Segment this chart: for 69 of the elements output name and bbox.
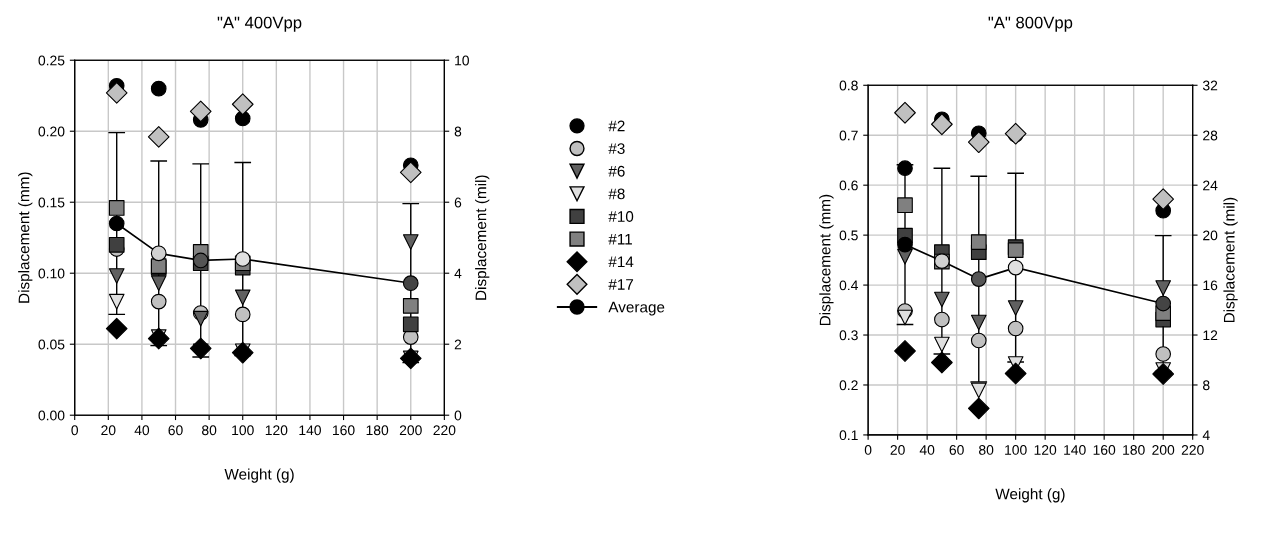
y-tick-label: 0.10 [38,268,65,279]
y2-tick-label: 12 [1203,330,1218,341]
y2-tick-label: 32 [1202,80,1218,91]
x-tick-label: 60 [949,445,964,455]
y2-tick-label: 28 [1203,130,1218,141]
y2-tick-label: 0 [454,410,462,421]
y2-tick-label: 16 [1203,280,1218,291]
y-tick-label: 0.7 [839,130,858,141]
y-tick-label: 0.5 [839,230,858,241]
x-tick-label: 160 [1093,445,1116,455]
x-tick-label: 180 [366,425,389,436]
x-tick-label: 160 [333,425,355,436]
x-tick-label: 0 [71,425,79,436]
y-tick-label: 0.6 [839,180,858,191]
y-tick-label: 0.3 [839,330,858,341]
legend-label: #11 [608,233,632,245]
y2-tick-label: 2 [454,339,462,350]
x-tick-label: 200 [1152,445,1175,455]
y-tick-label: 0.20 [38,126,65,137]
y-tick-label: 0.8 [839,80,858,91]
y-axis-title: Displacement (mm) [18,172,33,303]
y2-tick-label: 6 [454,197,462,208]
x-tick-label: 80 [202,425,217,436]
legend-label: #6 [608,165,625,177]
y-tick-label: 0.2 [839,380,858,391]
x-axis-title: Weight (g) [224,468,294,483]
y2-tick-label: 8 [1203,380,1210,391]
legend-label: #17 [608,279,634,290]
x-tick-label: 80 [979,445,994,455]
x-tick-label: 120 [1034,445,1057,455]
y-axis-title: Displacement (mm) [819,194,834,326]
x-tick-label: 140 [299,425,321,436]
legend-label: #3 [608,143,625,154]
y2-tick-label: 4 [1202,430,1210,440]
chart-title: "A" 800Vpp [988,16,1073,32]
legend-label: Average [608,301,665,316]
x-tick-label: 40 [134,425,150,436]
x-tick-label: 20 [101,425,116,436]
y2-tick-label: 8 [454,126,462,137]
y-tick-label: 0.25 [38,55,65,66]
y2-tick-label: 4 [454,268,462,279]
x-tick-label: 60 [168,425,183,436]
x-tick-label: 40 [919,445,935,455]
legend-label: #14 [608,256,634,268]
y-tick-label: 0.4 [839,280,858,291]
y-tick-label: 0.15 [38,197,65,208]
x-tick-label: 0 [864,445,872,455]
x-tick-label: 180 [1123,445,1145,455]
legend-label: #8 [608,188,625,200]
y2-tick-label: 10 [455,55,469,66]
y-tick-label: 0.05 [38,339,65,350]
chart-title: "A" 400Vpp [217,16,302,32]
x-tick-label: 220 [433,425,456,436]
x-tick-label: 140 [1064,445,1086,455]
x-axis-title: Weight (g) [995,488,1065,503]
y2-tick-label: 20 [1203,230,1218,241]
x-tick-label: 200 [399,425,422,436]
legend-label: #10 [608,211,634,222]
x-tick-label: 100 [1005,445,1027,455]
y2-axis-title: Displacement (mil) [1223,197,1238,323]
y-tick-label: 0.1 [839,430,858,441]
x-tick-label: 100 [232,425,254,436]
x-tick-label: 120 [265,425,288,436]
legend-label: #2 [608,120,625,132]
y-tick-label: 0.00 [38,410,65,421]
x-tick-label: 220 [1181,445,1204,455]
y2-axis-title: Displacement (mil) [475,175,490,300]
y2-tick-label: 24 [1203,180,1218,191]
x-tick-label: 20 [890,445,905,455]
